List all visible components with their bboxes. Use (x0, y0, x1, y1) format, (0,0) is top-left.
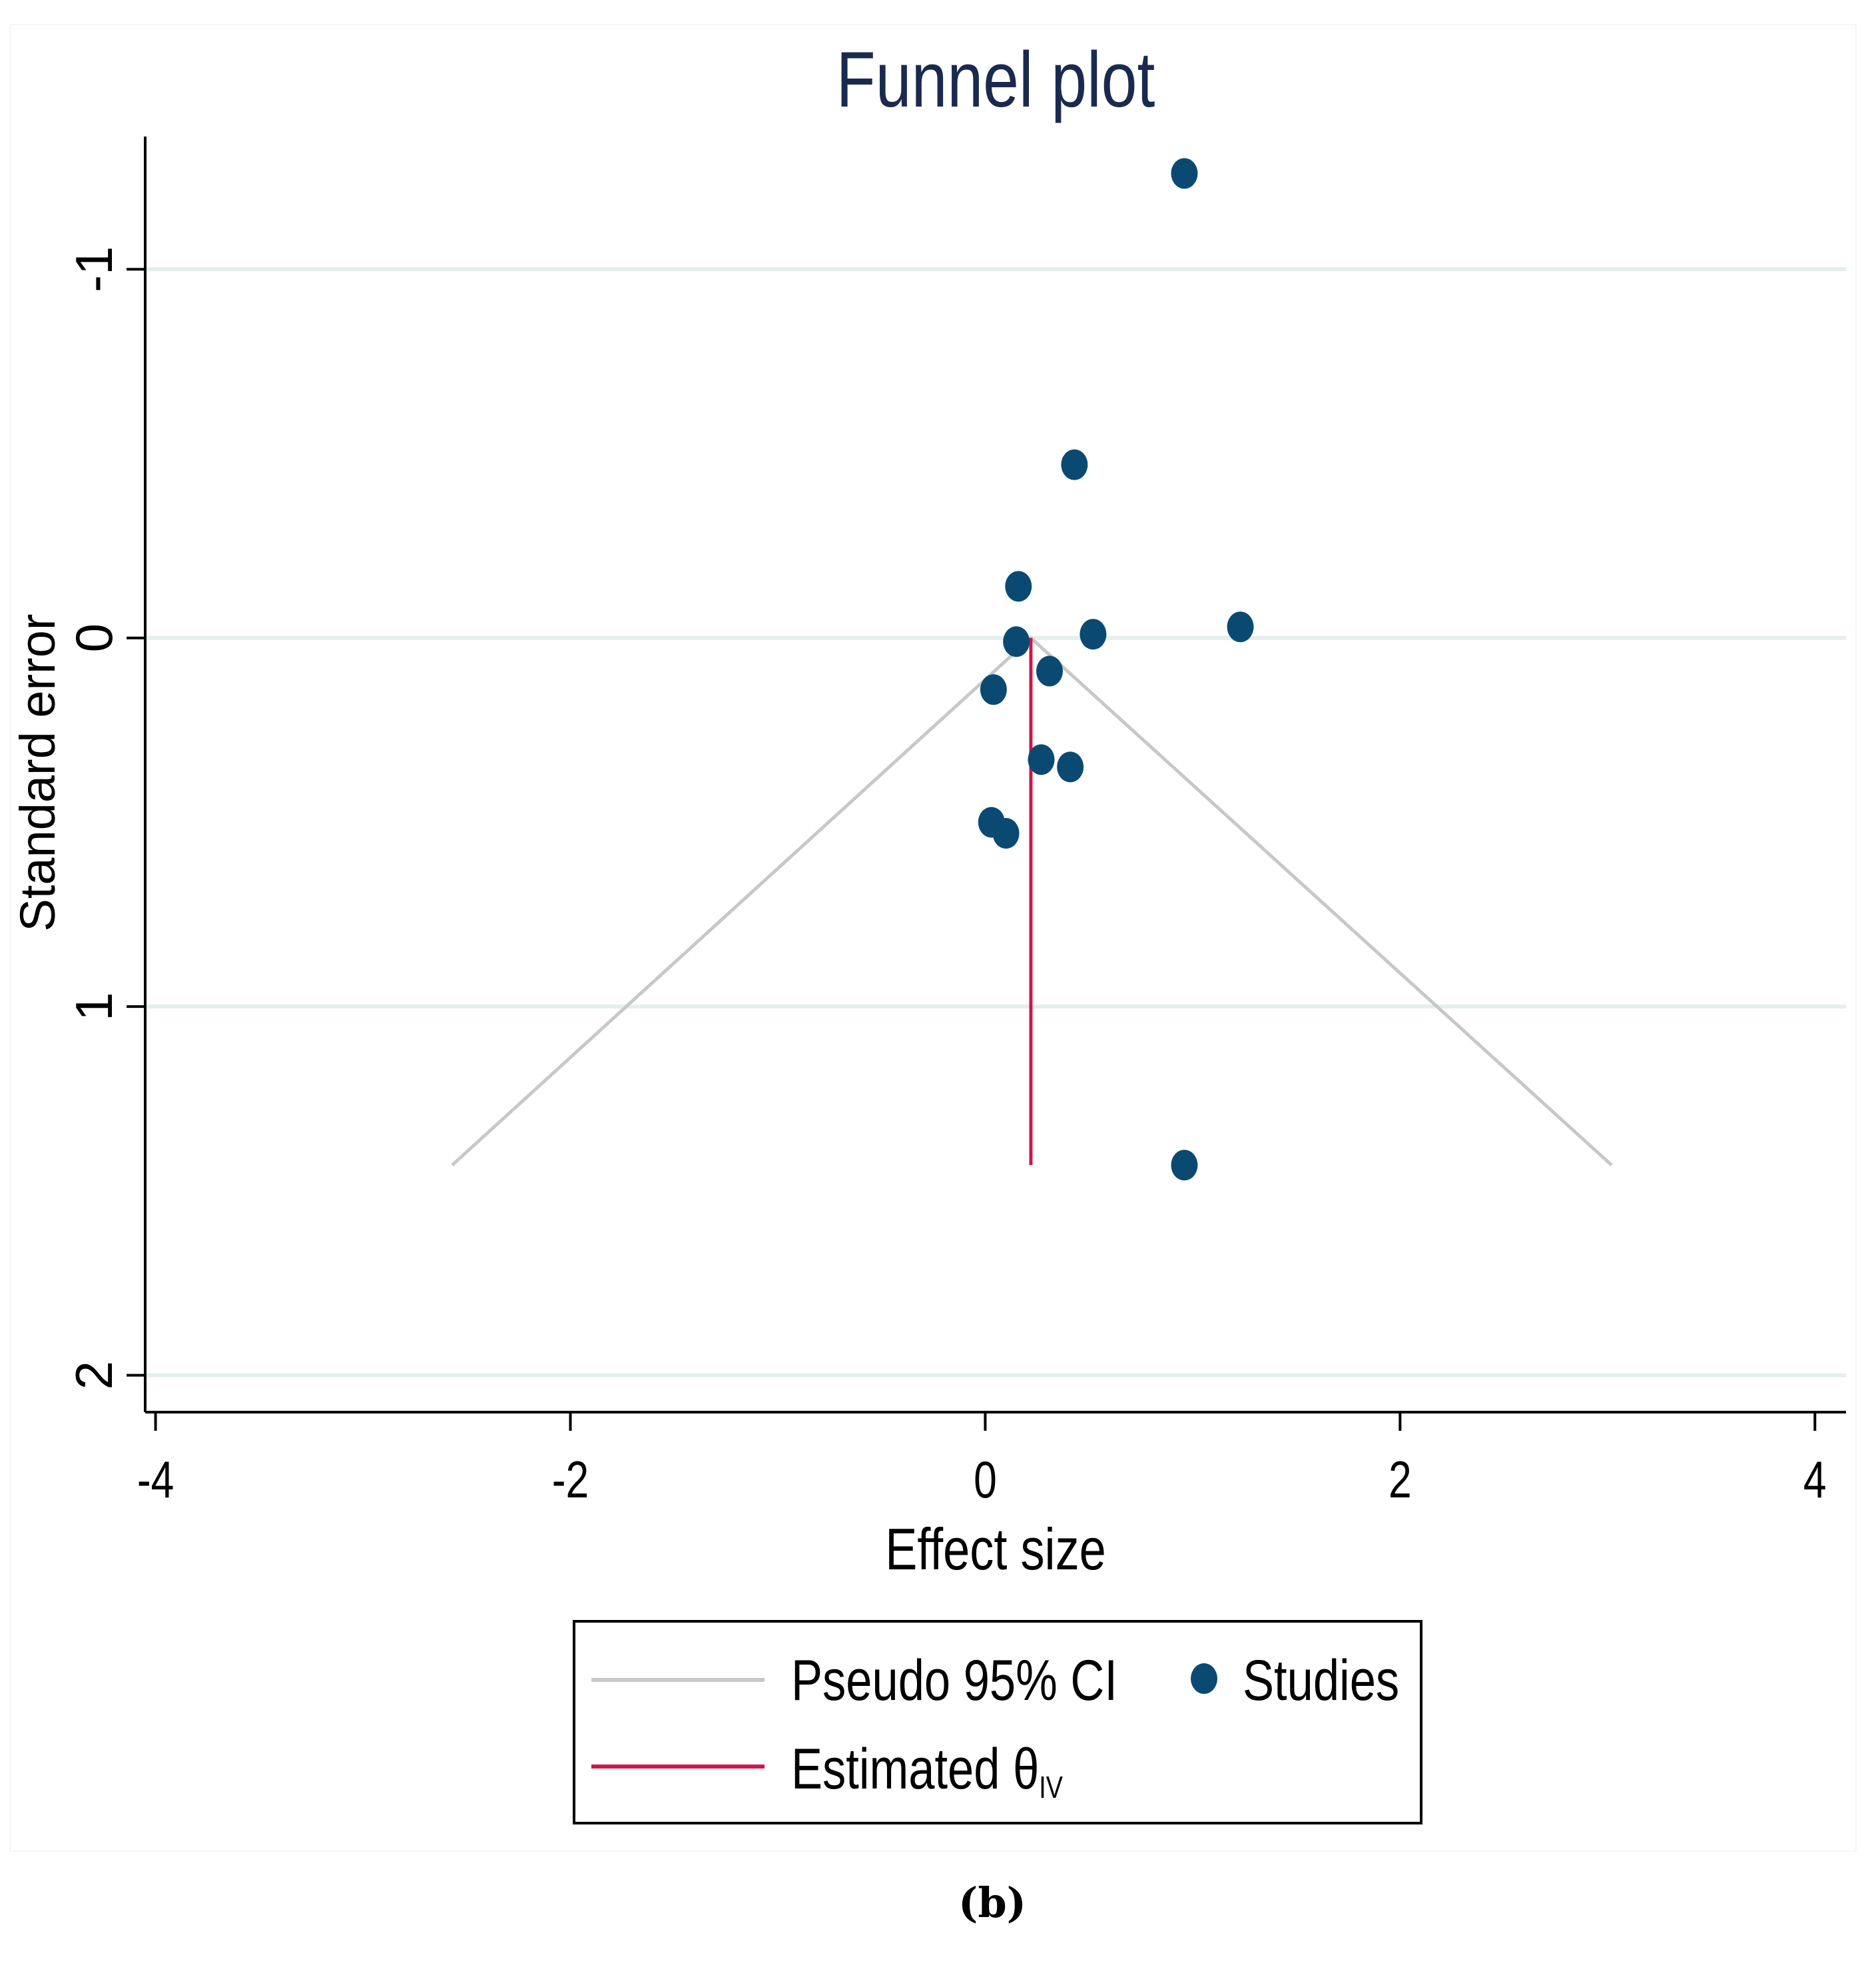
axes (127, 137, 1846, 1431)
study-point-4 (1227, 611, 1254, 643)
y-tick-label-2: 2 (65, 1361, 123, 1389)
y-axis-label: Standard error (10, 613, 65, 931)
study-point-2 (1061, 449, 1088, 480)
grid-lines (145, 267, 1846, 1378)
study-point-8 (980, 674, 1007, 705)
legend-ci-label: Pseudo 95% CI (791, 1648, 1117, 1712)
study-point-7 (1036, 655, 1063, 687)
figure-label: (b) (958, 1878, 1027, 1927)
study-point-6 (1080, 619, 1107, 650)
study-point-5 (1003, 626, 1030, 657)
legend-studies-label: Studies (1243, 1648, 1399, 1712)
legend-studies-swatch (1191, 1663, 1217, 1694)
study-point-1 (1171, 158, 1198, 189)
plot-background (9, 24, 1857, 1852)
x-axis-label: Effect size (885, 1517, 1106, 1582)
x-tick-label--2: -2 (552, 1450, 589, 1508)
series-layer (451, 158, 1613, 1181)
x-tick-label--4: -4 (137, 1450, 174, 1508)
study-point-13 (1171, 1150, 1198, 1181)
legend: Pseudo 95% CI Studies Estimated θIV (573, 1620, 1422, 1824)
y-tick-label-0: 0 (65, 623, 123, 652)
study-point-10 (1057, 751, 1084, 783)
study-point-12 (992, 818, 1020, 849)
x-tick-label-0: 0 (974, 1450, 997, 1508)
x-tick-label-2: 2 (1389, 1450, 1412, 1508)
y-tick-label--1: -1 (65, 246, 123, 292)
legend-estimate-label: Estimated θIV (791, 1737, 1063, 1804)
legend-box (573, 1620, 1422, 1824)
chart-title: Funnel plot (836, 35, 1155, 123)
study-point-9 (1028, 744, 1055, 775)
chart-text: -4 -2 0 2 4 -1 0 1 2 Funnel plot Effect size Standa… (10, 35, 1827, 1583)
y-tick-label-1: 1 (65, 992, 123, 1020)
x-tick-label-4: 4 (1803, 1450, 1827, 1508)
study-point-3 (1005, 571, 1032, 602)
